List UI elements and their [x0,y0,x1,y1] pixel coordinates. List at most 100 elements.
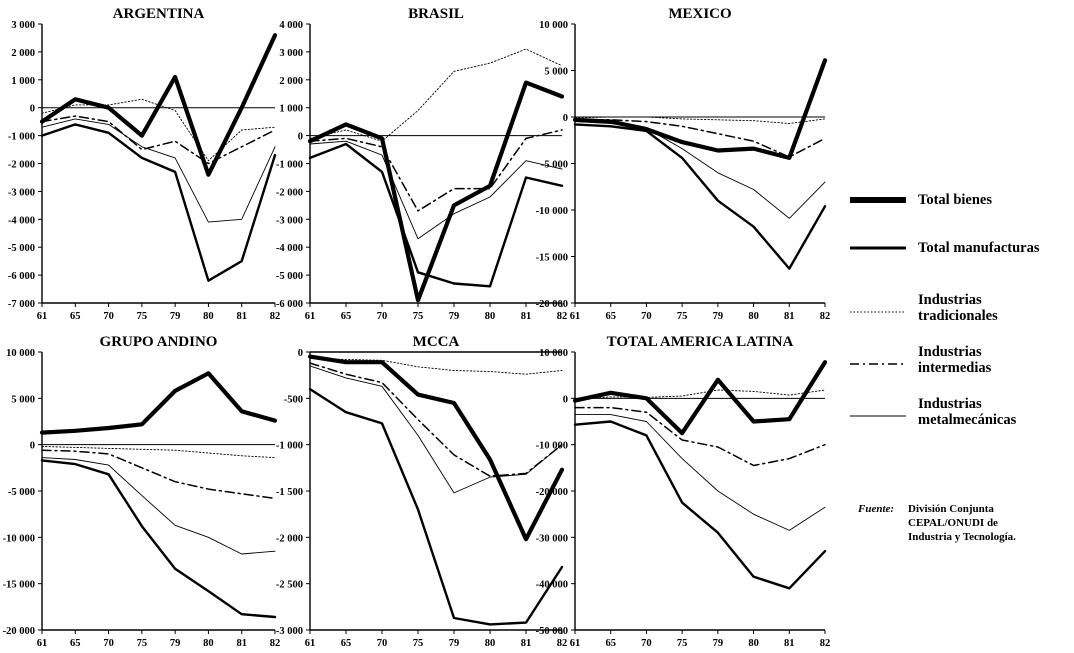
series-line-total-bienes [307,354,565,542]
x-tick-label: 75 [413,311,424,322]
y-tick-label: 2 000 [279,76,303,87]
y-tick-label: 10 000 [6,348,35,359]
panel-title: ARGENTINA [113,6,205,22]
y-tick-label: 5 000 [11,394,35,405]
legend-item-intermedias: Industrias intermedias [848,344,1074,384]
y-tick-label: -5 000 [8,243,35,254]
x-tick-label: 70 [377,311,388,322]
x-tick-label: 81 [236,638,247,649]
y-tick-label: 1 000 [11,76,35,87]
x-tick-label: 81 [521,311,532,322]
legend-item-metalmecanicas: Industrias metalmecánicas [848,396,1074,436]
y-tick-label: 5 000 [544,67,568,78]
y-tick-label: -6 000 [276,299,303,310]
y-tick-label: -10 000 [536,206,568,217]
x-tick-label: 80 [748,638,759,649]
x-tick-label: 65 [341,311,352,322]
y-tick-label: -30 000 [536,533,568,544]
series-line-total-bienes [39,33,278,177]
legend-label-tradicionales: Industrias tradicionales [918,292,998,324]
series-line-industrias-metalmecanicas [574,414,826,531]
y-tick-label: -1 500 [276,487,303,498]
y-tick-label: -4 000 [276,243,303,254]
x-tick-label: 82 [820,311,831,322]
legend-label-total-bienes: Total bienes [918,192,992,208]
y-tick-label: -3 000 [276,626,303,637]
x-tick-label: 75 [677,638,688,649]
x-tick-label: 61 [305,311,316,322]
series-line-industrias-intermedias [309,362,563,477]
y-tick-label: -5 000 [8,487,35,498]
x-tick-label: 79 [713,638,724,649]
series-line-industrias-tradicionales [574,116,826,124]
legend-label-total-manufacturas: Total manufacturas [918,240,1040,256]
y-tick-label: -7 000 [8,299,35,310]
x-tick-label: 61 [305,638,316,649]
legend-swatch-total-bienes [850,197,906,203]
x-tick-label: 65 [70,311,81,322]
x-tick-label: 70 [103,638,114,649]
x-tick-label: 61 [37,638,48,649]
y-tick-label: -1 000 [276,160,303,171]
y-tick-label: 0 [298,132,303,143]
legend-swatch-total-manufacturas [850,246,906,250]
series-line-industrias-intermedias [41,449,276,500]
series-line-industrias-metalmecanicas [41,118,276,223]
x-tick-label: 80 [748,311,759,322]
y-tick-label: -15 000 [3,580,35,591]
legend-item-tradicionales: Industrias tradicionales [848,292,1074,332]
x-tick-label: 65 [70,638,81,649]
x-tick-label: 65 [341,638,352,649]
x-tick-label: 70 [103,311,114,322]
series-line-industrias-tradicionales [41,446,276,459]
series-line-total-manufacturas [308,387,564,626]
legend-label-metalmecanicas: Industrias metalmecánicas [918,396,1017,428]
y-tick-label: -2 500 [276,580,303,591]
y-tick-label: -4 000 [8,215,35,226]
x-tick-label: 82 [270,638,281,649]
legend-swatch-tradicionales [850,311,906,313]
y-tick-label: 3 000 [11,20,35,31]
y-tick-label: -3 000 [8,187,35,198]
y-tick-label: 0 [563,113,568,124]
x-tick-label: 70 [641,311,652,322]
x-tick-label: 79 [170,311,181,322]
y-tick-label: -20 000 [3,626,35,637]
series-line-total-manufacturas [40,123,277,282]
y-tick-label: 10 000 [539,20,568,31]
x-tick-label: 80 [485,638,496,649]
y-tick-label: -1 000 [8,132,35,143]
panel-title: MEXICO [668,6,731,22]
legend-swatch-intermedias [850,363,906,365]
x-tick-label: 65 [605,638,616,649]
y-tick-label: -15 000 [536,253,568,264]
series-line-total-bienes [572,360,828,436]
y-tick-label: 0 [30,441,35,452]
legend-swatch-metalmecanicas [850,415,906,417]
y-tick-label: -20 000 [536,487,568,498]
series-line-industrias-tradicionales [309,48,563,142]
series-line-total-manufacturas [573,123,827,270]
series-line-industrias-metalmecanicas [309,365,563,494]
x-tick-label: 61 [37,311,48,322]
panel-grupo-andino: GRUPO ANDINO 10 000 5 000 0 -5 000 -10 000 -15… [3,334,281,649]
x-tick-label: 75 [137,311,148,322]
source-label: Fuente: [858,503,895,515]
legend-item-total-manufacturas: Total manufacturas [848,238,1074,278]
y-tick-label: -40 000 [536,580,568,591]
series-line-total-manufacturas [40,459,277,619]
x-tick-label: 75 [413,638,424,649]
x-tick-label: 61 [570,638,581,649]
panel-argentina: ARGENTINA 3 000 2 000 1 000 0 -1 000 -2 000 -3 … [8,6,280,322]
x-tick-label: 80 [203,638,214,649]
x-tick-label: 82 [820,638,831,649]
y-tick-label: -5 000 [541,160,568,171]
x-tick-label: 70 [377,638,388,649]
y-tick-label: 3 000 [279,48,303,59]
series-line-industrias-intermedias [309,129,563,212]
x-tick-label: 79 [170,638,181,649]
series-line-industrias-tradicionales [309,358,563,375]
panel-title: TOTAL AMERICA LATINA [607,334,794,350]
x-tick-label: 81 [784,311,795,322]
